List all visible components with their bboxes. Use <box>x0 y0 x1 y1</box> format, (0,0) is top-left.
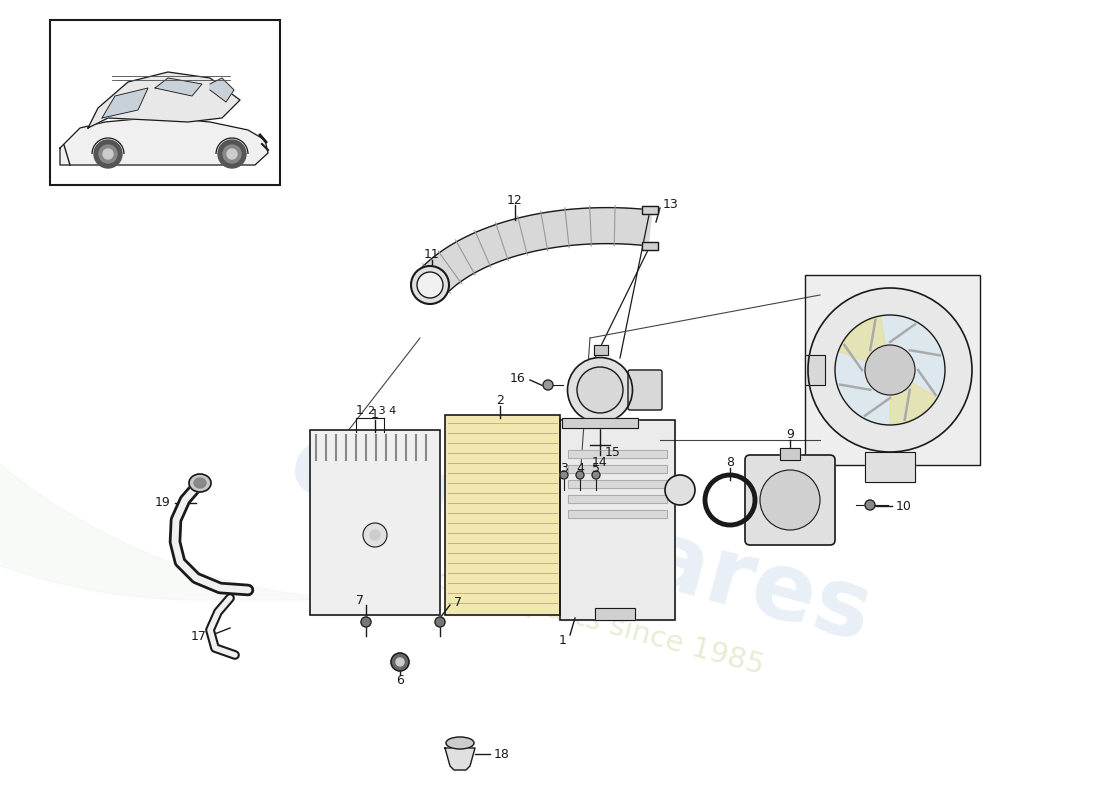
FancyBboxPatch shape <box>310 430 440 615</box>
Bar <box>642 206 658 214</box>
Bar <box>568 495 667 503</box>
Text: 1: 1 <box>356 405 364 418</box>
Circle shape <box>865 500 874 510</box>
Circle shape <box>99 145 117 163</box>
Bar <box>594 345 608 355</box>
Text: 9: 9 <box>786 429 794 442</box>
Bar <box>568 510 667 518</box>
Circle shape <box>361 617 371 627</box>
Ellipse shape <box>578 367 623 413</box>
Ellipse shape <box>411 266 449 304</box>
Text: 13: 13 <box>663 198 679 210</box>
Polygon shape <box>60 118 268 165</box>
Bar <box>595 608 635 620</box>
Circle shape <box>434 617 446 627</box>
Circle shape <box>865 345 915 395</box>
Text: 11: 11 <box>425 249 440 262</box>
Text: 2 3 4: 2 3 4 <box>368 406 396 416</box>
Text: 5: 5 <box>592 462 600 474</box>
Bar <box>562 418 638 428</box>
FancyBboxPatch shape <box>446 415 560 615</box>
Circle shape <box>576 471 584 479</box>
Text: 18: 18 <box>494 747 510 761</box>
Text: 10: 10 <box>896 499 912 513</box>
Text: 7: 7 <box>356 594 364 606</box>
Bar <box>780 448 800 460</box>
Bar <box>568 510 667 518</box>
Text: 3: 3 <box>560 462 568 474</box>
Polygon shape <box>417 208 652 297</box>
Circle shape <box>560 471 568 479</box>
Text: 8: 8 <box>726 457 734 470</box>
Bar <box>568 465 667 473</box>
FancyBboxPatch shape <box>560 420 675 620</box>
Circle shape <box>390 653 409 671</box>
Bar <box>568 465 667 473</box>
Polygon shape <box>88 72 240 128</box>
Circle shape <box>370 530 379 540</box>
Text: 6: 6 <box>396 674 404 686</box>
Circle shape <box>543 380 553 390</box>
FancyBboxPatch shape <box>50 20 280 185</box>
FancyBboxPatch shape <box>628 370 662 410</box>
Bar <box>568 450 667 458</box>
Bar <box>780 448 800 460</box>
Text: 4: 4 <box>576 462 584 474</box>
Bar <box>562 418 638 428</box>
Circle shape <box>218 140 246 168</box>
Circle shape <box>808 288 972 452</box>
Text: 17: 17 <box>191 630 207 643</box>
Ellipse shape <box>666 475 695 505</box>
Text: 14: 14 <box>592 455 608 469</box>
FancyBboxPatch shape <box>745 455 835 545</box>
Wedge shape <box>890 370 937 424</box>
Bar <box>595 608 635 620</box>
Circle shape <box>363 523 387 547</box>
Polygon shape <box>102 88 148 118</box>
Text: 19: 19 <box>154 497 170 510</box>
Polygon shape <box>446 748 475 770</box>
FancyBboxPatch shape <box>805 355 825 385</box>
Circle shape <box>223 145 241 163</box>
Circle shape <box>760 470 820 530</box>
Circle shape <box>103 149 113 159</box>
Bar <box>568 480 667 488</box>
Bar <box>568 480 667 488</box>
Bar <box>594 345 608 355</box>
Text: 16: 16 <box>509 371 525 385</box>
Bar <box>568 495 667 503</box>
Circle shape <box>835 315 945 425</box>
Text: eurospares: eurospares <box>279 418 880 662</box>
Ellipse shape <box>194 478 206 488</box>
Bar <box>642 242 658 250</box>
Text: 2: 2 <box>496 394 504 406</box>
Ellipse shape <box>189 474 211 492</box>
Bar <box>642 242 658 250</box>
FancyBboxPatch shape <box>805 275 980 465</box>
Bar <box>642 206 658 214</box>
Circle shape <box>592 471 600 479</box>
Circle shape <box>396 658 404 666</box>
Text: 7: 7 <box>454 595 462 609</box>
Bar <box>568 450 667 458</box>
Circle shape <box>227 149 236 159</box>
Text: 12: 12 <box>507 194 522 206</box>
Text: 15: 15 <box>605 446 620 458</box>
Circle shape <box>94 140 122 168</box>
Text: 1: 1 <box>559 634 566 646</box>
Wedge shape <box>839 317 890 370</box>
Ellipse shape <box>446 737 474 749</box>
Polygon shape <box>155 78 202 96</box>
Text: 1: 1 <box>371 409 378 422</box>
FancyBboxPatch shape <box>865 452 915 482</box>
Polygon shape <box>210 78 234 102</box>
Ellipse shape <box>568 358 632 422</box>
Ellipse shape <box>417 272 443 298</box>
Text: a passion for parts since 1985: a passion for parts since 1985 <box>333 539 767 681</box>
